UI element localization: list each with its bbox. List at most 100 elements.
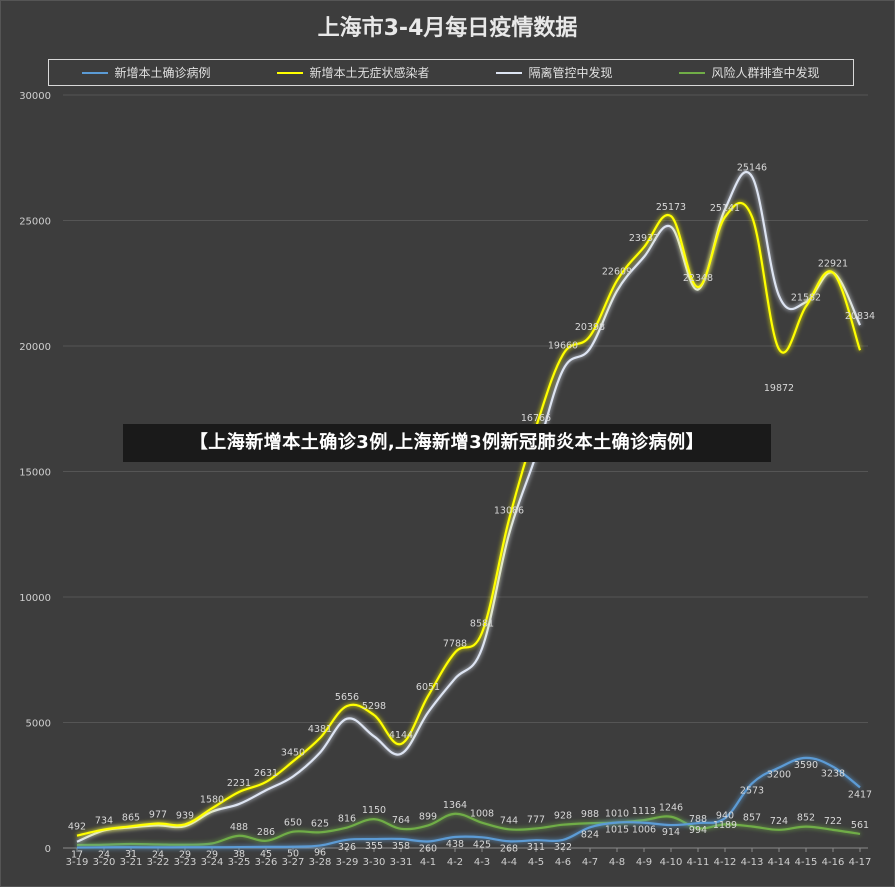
data-label: 25173 bbox=[656, 202, 686, 213]
data-label: 3450 bbox=[281, 747, 305, 758]
data-label: 311 bbox=[527, 842, 545, 853]
x-tick-label: 4-16 bbox=[822, 857, 845, 868]
data-label: 988 bbox=[581, 809, 599, 820]
legend-item-confirmed: 新增本土确诊病例 bbox=[82, 64, 211, 81]
x-tick-label: 4-12 bbox=[714, 857, 737, 868]
data-label: 3200 bbox=[767, 770, 791, 781]
data-label: 824 bbox=[581, 829, 599, 840]
data-label: 857 bbox=[743, 812, 761, 823]
data-label: 326 bbox=[338, 842, 356, 853]
data-label: 16766 bbox=[521, 413, 551, 424]
data-label: 1113 bbox=[632, 806, 656, 817]
data-label: 6051 bbox=[416, 682, 440, 693]
x-tick-label: 4-3 bbox=[474, 857, 490, 868]
legend-swatch-screening bbox=[679, 71, 706, 74]
series-lines bbox=[76, 170, 862, 849]
x-tick-label: 3-22 bbox=[147, 857, 170, 868]
data-label: 939 bbox=[176, 810, 194, 821]
x-tick-label: 4-10 bbox=[660, 857, 683, 868]
data-label: 1150 bbox=[362, 805, 386, 816]
data-label: 2631 bbox=[254, 768, 278, 779]
data-label: 425 bbox=[473, 839, 491, 850]
legend-swatch-quarantine bbox=[496, 71, 523, 74]
data-label: 8581 bbox=[470, 619, 494, 630]
data-label: 24 bbox=[98, 849, 110, 860]
legend-label-confirmed: 新增本土确诊病例 bbox=[114, 66, 211, 80]
data-label: 260 bbox=[419, 843, 437, 854]
x-tick-label: 4-4 bbox=[501, 857, 517, 868]
data-label: 1580 bbox=[200, 794, 224, 805]
data-label: 865 bbox=[122, 812, 140, 823]
x-tick-label: 4-17 bbox=[849, 857, 872, 868]
x-tick-label: 4-8 bbox=[609, 857, 625, 868]
data-label: 1010 bbox=[605, 809, 629, 820]
data-label: 19872 bbox=[764, 383, 794, 394]
legend-item-screening: 风险人群排查中发现 bbox=[679, 64, 820, 81]
x-tick-label: 3-29 bbox=[336, 857, 359, 868]
series-line bbox=[76, 201, 862, 837]
data-label: 25141 bbox=[710, 203, 740, 214]
x-tick-label: 3-24 bbox=[201, 857, 224, 868]
legend-label-asymptomatic: 新增本土无症状感染者 bbox=[309, 66, 430, 80]
data-label: 724 bbox=[770, 816, 788, 827]
data-label: 625 bbox=[311, 818, 329, 829]
x-tick-label: 3-31 bbox=[390, 857, 413, 868]
headline-banner: 【上海新增本土确诊3例,上海新增3例新冠肺炎本土确诊病例】 bbox=[123, 424, 771, 462]
data-label: 322 bbox=[554, 842, 572, 853]
data-label: 1008 bbox=[470, 809, 494, 820]
data-label: 2573 bbox=[740, 785, 764, 796]
x-tick-label: 3-30 bbox=[363, 857, 386, 868]
data-label: 3238 bbox=[821, 769, 845, 780]
data-label: 1015 bbox=[605, 825, 629, 836]
data-label: 899 bbox=[419, 811, 437, 822]
data-label: 22921 bbox=[818, 259, 848, 270]
legend-swatch-confirmed bbox=[82, 71, 109, 74]
data-label: 928 bbox=[554, 811, 572, 822]
x-tick-label: 3-28 bbox=[309, 857, 332, 868]
data-label: 24 bbox=[152, 849, 164, 860]
x-tick-label: 3-21 bbox=[120, 857, 143, 868]
data-label: 561 bbox=[851, 820, 869, 831]
series-line bbox=[76, 756, 861, 849]
y-tick-label: 30000 bbox=[19, 91, 51, 102]
data-label: 4144 bbox=[389, 730, 413, 741]
data-label: 1189 bbox=[713, 820, 737, 831]
y-tick-label: 15000 bbox=[19, 468, 51, 479]
data-label: 25146 bbox=[737, 163, 767, 174]
data-label: 50 bbox=[287, 849, 299, 860]
x-tick-label: 4-14 bbox=[768, 857, 791, 868]
y-tick-label: 20000 bbox=[19, 342, 51, 353]
data-label: 734 bbox=[95, 816, 113, 827]
y-tick-label: 5000 bbox=[26, 719, 51, 730]
legend-swatch-asymptomatic bbox=[277, 71, 304, 74]
series-line bbox=[76, 812, 861, 847]
grid-lines bbox=[63, 94, 868, 849]
data-label: 19660 bbox=[548, 341, 578, 352]
data-label: 1246 bbox=[659, 803, 683, 814]
data-label: 22348 bbox=[683, 273, 713, 284]
data-label: 764 bbox=[392, 815, 410, 826]
data-label: 940 bbox=[716, 810, 734, 821]
data-label: 268 bbox=[500, 843, 518, 854]
data-label: 31 bbox=[125, 849, 137, 860]
data-label: 816 bbox=[338, 814, 356, 825]
x-tick-label: 3-23 bbox=[174, 857, 197, 868]
x-tick-label: 4-6 bbox=[555, 857, 571, 868]
legend-item-asymptomatic: 新增本土无症状感染者 bbox=[277, 64, 430, 81]
data-label: 994 bbox=[689, 825, 707, 836]
legend-item-quarantine: 隔离管控中发现 bbox=[496, 64, 613, 81]
x-tick-label: 4-11 bbox=[687, 857, 710, 868]
data-label: 5298 bbox=[362, 701, 386, 712]
chart-title: 上海市3-4月每日疫情数据 bbox=[317, 16, 578, 41]
x-tick-label: 3-25 bbox=[228, 857, 251, 868]
data-label: 17 bbox=[71, 850, 83, 861]
x-tick-label: 4-7 bbox=[582, 857, 598, 868]
data-label: 13086 bbox=[494, 506, 524, 517]
data-label: 96 bbox=[314, 848, 326, 859]
data-label: 492 bbox=[68, 822, 86, 833]
data-label: 777 bbox=[527, 814, 545, 825]
data-label: 286 bbox=[257, 827, 275, 838]
data-label: 2417 bbox=[848, 789, 872, 800]
axes: 0 5000 10000 15000 20000 25000 30000 3-19 3-20 3-… bbox=[19, 91, 871, 868]
data-label: 7788 bbox=[443, 639, 467, 650]
